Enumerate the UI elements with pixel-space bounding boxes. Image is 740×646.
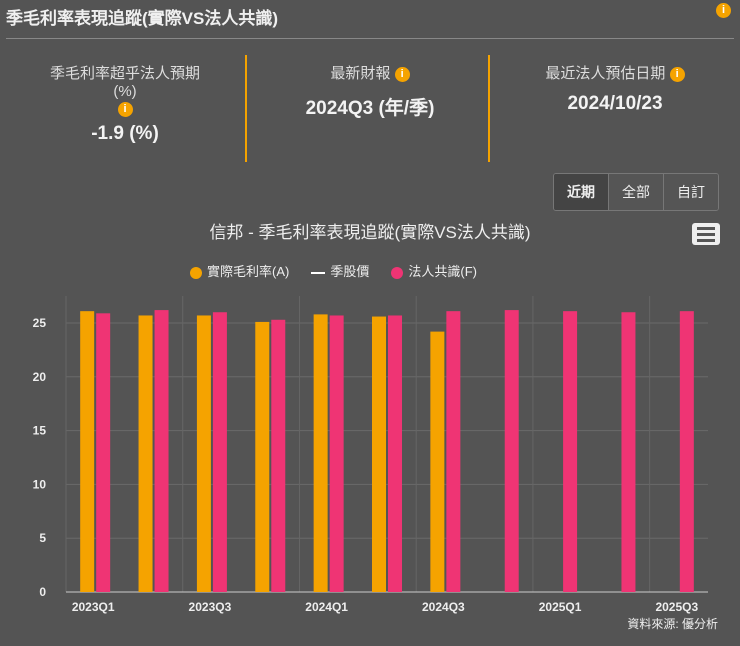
stat-latest-report: 最新財報 i 2024Q3 (年/季): [255, 62, 485, 120]
bar-consensus: [154, 310, 169, 592]
legend: 實際毛利率(A) 季股價 法人共識(F): [190, 261, 477, 280]
range-custom-button[interactable]: 自訂: [663, 174, 718, 210]
source-note: 資料來源: 優分析: [627, 617, 718, 631]
divider: [6, 38, 734, 39]
stat-value: 2024Q3 (年/季): [305, 98, 435, 119]
y-tick-label: 10: [33, 477, 47, 491]
stat-value: 2024/10/23: [567, 93, 663, 114]
bar-actual: [372, 316, 386, 592]
bar-actual: [430, 331, 445, 592]
x-tick-label: 2025Q3: [655, 600, 698, 614]
stat-label: 最近法人預估日期: [545, 65, 666, 82]
x-tick-label: 2023Q3: [189, 600, 232, 614]
range-all-button[interactable]: 全部: [608, 174, 663, 210]
stat-label: 季毛利率超乎法人預期: [49, 65, 200, 82]
y-tick-label: 15: [33, 424, 47, 438]
stat-label: 最新財報: [330, 65, 391, 82]
legend-label: 實際毛利率(A): [207, 264, 290, 279]
bar-consensus: [621, 312, 636, 592]
stat-gross-margin-surprise: 季毛利率超乎法人預期 (%) i -1.9 (%): [20, 62, 230, 145]
divider: [245, 55, 247, 162]
divider: [488, 55, 490, 162]
bar-actual: [313, 314, 328, 592]
bar-consensus: [96, 313, 111, 592]
bar-consensus: [388, 315, 402, 592]
bar-consensus: [563, 311, 578, 592]
bar-actual: [138, 315, 153, 592]
menu-icon[interactable]: [692, 223, 720, 245]
bar-consensus: [504, 310, 519, 592]
bar-consensus: [446, 311, 461, 592]
range-recent-button[interactable]: 近期: [554, 174, 608, 210]
legend-label: 法人共識(F): [408, 264, 477, 279]
info-icon[interactable]: i: [716, 3, 731, 18]
title-text: 季毛利率表現追蹤(實際VS法人共識): [6, 9, 278, 28]
y-tick-label: 0: [39, 585, 46, 599]
stat-value: -1.9 (%): [91, 123, 159, 144]
info-icon[interactable]: i: [117, 101, 133, 117]
x-tick-label: 2025Q1: [539, 600, 582, 614]
page-title: 季毛利率表現追蹤(實際VS法人共識): [6, 4, 278, 29]
info-icon[interactable]: i: [394, 66, 410, 82]
bar-actual: [196, 315, 211, 592]
bar-consensus: [679, 311, 694, 592]
x-tick-label: 2023Q1: [72, 600, 115, 614]
y-tick-label: 20: [33, 370, 47, 384]
x-tick-label: 2024Q3: [422, 600, 465, 614]
range-selector: 近期 全部 自訂: [553, 173, 719, 211]
bar-actual: [255, 321, 270, 592]
y-tick-label: 5: [39, 531, 46, 545]
bar-consensus: [329, 315, 344, 592]
bar-consensus: [212, 312, 227, 592]
legend-label: 季股價: [330, 264, 370, 279]
stat-unit: (%): [113, 83, 137, 100]
stat-latest-estimate-date: 最近法人預估日期 i 2024/10/23: [500, 62, 730, 115]
bar-actual: [80, 311, 95, 592]
bar-consensus: [271, 319, 286, 592]
y-tick-label: 25: [33, 316, 47, 330]
legend-item-consensus[interactable]: 法人共識(F): [391, 261, 477, 280]
legend-item-actual[interactable]: 實際毛利率(A): [190, 261, 289, 280]
x-tick-label: 2024Q1: [305, 600, 348, 614]
legend-item-stock[interactable]: 季股價: [311, 261, 369, 280]
chart-title: 信邦 - 季毛利率表現追蹤(實際VS法人共識): [209, 223, 531, 242]
info-icon[interactable]: i: [669, 66, 685, 82]
